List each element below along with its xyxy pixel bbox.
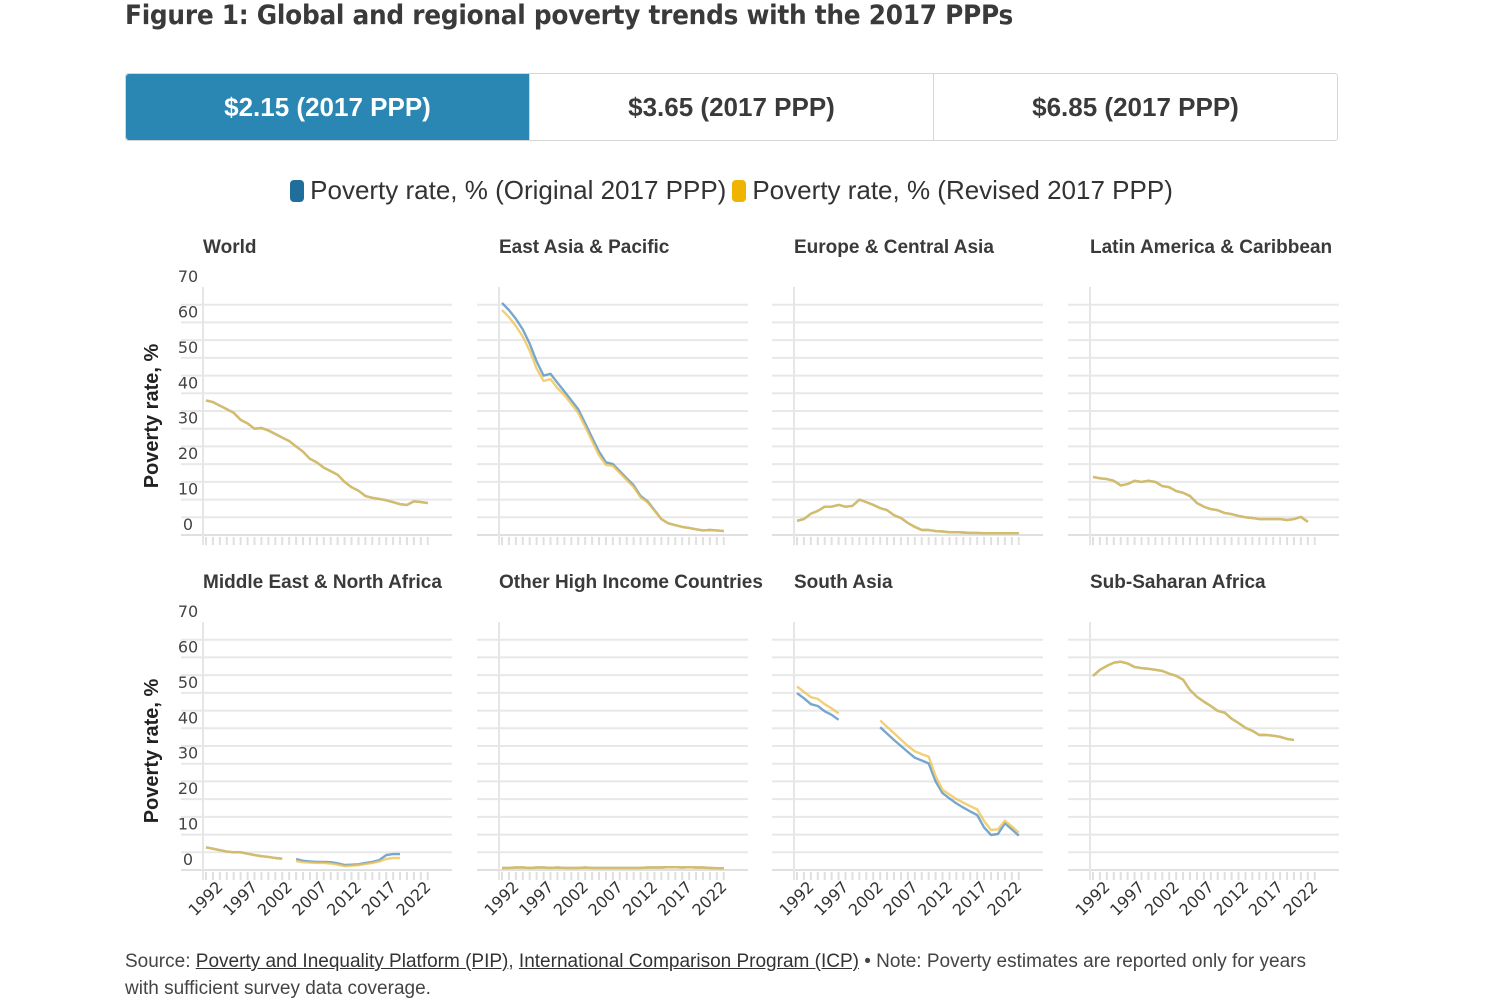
x-tick-label: 2007 bbox=[879, 877, 921, 919]
y-tick-label: 30 bbox=[178, 744, 198, 763]
x-tick-label: 2012 bbox=[1210, 877, 1252, 919]
series-line-revised bbox=[796, 498, 1019, 535]
series-line-revised bbox=[502, 866, 724, 870]
panel-title: Other High Income Countries bbox=[499, 572, 763, 593]
panel-title: East Asia & Pacific bbox=[499, 237, 670, 258]
threshold-tabs: $2.15 (2017 PPP) $3.65 (2017 PPP) $6.85 … bbox=[125, 73, 1338, 141]
legend-label-original: Poverty rate, % (Original 2017 PPP) bbox=[310, 175, 727, 205]
y-tick-label: 70 bbox=[178, 602, 198, 621]
y-tick-label: 20 bbox=[178, 444, 198, 463]
y-tick-label: 60 bbox=[178, 302, 198, 321]
x-tick-label: 2007 bbox=[1175, 877, 1217, 919]
panel-title: Europe & Central Asia bbox=[794, 237, 994, 258]
y-tick-label: 0 bbox=[183, 515, 193, 534]
legend-swatch-original bbox=[290, 179, 305, 202]
x-tick-label: 1997 bbox=[1106, 877, 1148, 919]
x-tick-label: 2017 bbox=[654, 877, 696, 919]
y-tick-label: 40 bbox=[178, 373, 198, 392]
x-tick-label: 1997 bbox=[810, 877, 852, 919]
x-tick-label: 2017 bbox=[1245, 877, 1287, 919]
x-tick-label: 2022 bbox=[983, 877, 1025, 919]
source-note: • Note: Poverty estimates are reported o… bbox=[125, 951, 1306, 999]
x-tick-label: 2002 bbox=[254, 877, 296, 919]
tab-3-65[interactable]: $3.65 (2017 PPP) bbox=[529, 74, 933, 140]
x-tick-label: 2012 bbox=[619, 877, 661, 919]
y-tick-label: 40 bbox=[178, 708, 198, 727]
x-tick-label: 2017 bbox=[358, 877, 400, 919]
panel-title: Sub-Saharan Africa bbox=[1090, 572, 1266, 593]
x-tick-label: 2007 bbox=[584, 877, 626, 919]
y-axis-title: Poverty rate, % bbox=[141, 344, 163, 489]
y-tick-label: 0 bbox=[183, 850, 193, 869]
legend-label-revised: Poverty rate, % (Revised 2017 PPP) bbox=[752, 175, 1173, 205]
icp-link[interactable]: International Comparison Program (ICP) bbox=[518, 951, 859, 972]
legend-item-original[interactable]: Poverty rate, % (Original 2017 PPP) bbox=[290, 175, 726, 206]
y-tick-label: 60 bbox=[178, 637, 198, 656]
x-tick-label: 2002 bbox=[845, 877, 887, 919]
y-tick-label: 10 bbox=[178, 480, 198, 499]
series-line-revised bbox=[205, 399, 428, 507]
series-line-original bbox=[205, 399, 428, 507]
series-line-revised bbox=[1092, 660, 1295, 742]
tab-6-85[interactable]: $6.85 (2017 PPP) bbox=[933, 74, 1337, 140]
series-line-revised bbox=[796, 685, 1020, 834]
panel-title: South Asia bbox=[794, 572, 893, 593]
x-tick-label: 2012 bbox=[323, 877, 365, 919]
y-tick-label: 50 bbox=[178, 338, 198, 357]
x-tick-label: 1997 bbox=[515, 877, 557, 919]
pip-link[interactable]: Poverty and Inequality Platform (PIP) bbox=[195, 951, 509, 972]
legend-item-revised[interactable]: Poverty rate, % (Revised 2017 PPP) bbox=[732, 175, 1173, 206]
x-tick-label: 1992 bbox=[480, 877, 522, 919]
x-tick-label: 2012 bbox=[914, 877, 956, 919]
series-line-revised bbox=[1092, 475, 1309, 523]
y-axis-title: Poverty rate, % bbox=[141, 679, 163, 824]
x-tick-label: 2022 bbox=[688, 877, 730, 919]
x-tick-label: 1992 bbox=[184, 877, 226, 919]
x-tick-label: 1992 bbox=[775, 877, 817, 919]
y-tick-label: 30 bbox=[178, 409, 198, 428]
legend-swatch-revised bbox=[732, 179, 747, 202]
series-line-revised bbox=[501, 309, 724, 533]
x-tick-label: 1997 bbox=[219, 877, 261, 919]
panel-title: Latin America & Caribbean bbox=[1090, 237, 1332, 258]
x-tick-label: 1992 bbox=[1071, 877, 1113, 919]
y-tick-label: 70 bbox=[178, 267, 198, 286]
source-separator: , bbox=[508, 951, 514, 972]
x-tick-label: 2002 bbox=[1141, 877, 1183, 919]
x-tick-label: 2007 bbox=[288, 877, 330, 919]
x-tick-label: 2022 bbox=[392, 877, 434, 919]
y-tick-label: 10 bbox=[178, 815, 198, 834]
figure-title: Figure 1: Global and regional poverty tr… bbox=[125, 0, 1013, 31]
source-prefix: Source: bbox=[125, 951, 191, 972]
tab-2-15[interactable]: $2.15 (2017 PPP) bbox=[126, 74, 529, 140]
panel-title: World bbox=[203, 237, 256, 258]
legend: Poverty rate, % (Original 2017 PPP) Pove… bbox=[0, 175, 1463, 206]
y-tick-label: 50 bbox=[178, 673, 198, 692]
x-tick-label: 2017 bbox=[949, 877, 991, 919]
x-tick-label: 2002 bbox=[550, 877, 592, 919]
series-line-original bbox=[501, 302, 724, 533]
footer-source: Source: Poverty and Inequality Platform … bbox=[125, 948, 1345, 1002]
y-tick-label: 20 bbox=[178, 779, 198, 798]
series-line-original bbox=[796, 692, 1020, 837]
x-tick-label: 2022 bbox=[1279, 877, 1321, 919]
panel-title: Middle East & North Africa bbox=[203, 572, 442, 593]
series-line-revised bbox=[205, 846, 400, 868]
